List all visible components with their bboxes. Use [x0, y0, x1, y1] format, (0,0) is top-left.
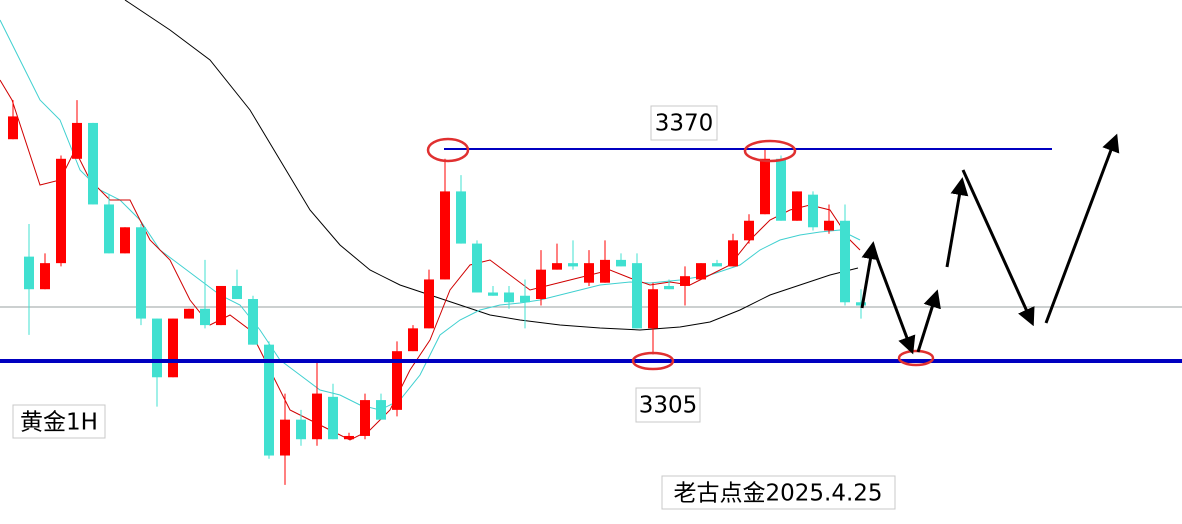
candle-body [24, 256, 34, 290]
candle-body [472, 243, 482, 293]
candle-body [776, 158, 786, 221]
candle-body [136, 227, 146, 319]
candle-body [40, 263, 50, 290]
candle-body [408, 328, 418, 352]
ellipse [743, 139, 797, 163]
arrow [872, 249, 916, 355]
candle-body [424, 279, 434, 329]
candle-body [312, 393, 322, 440]
level-label: 3370 [655, 111, 714, 137]
arrow [860, 241, 880, 309]
candle-body [504, 292, 514, 303]
candle-body [360, 400, 370, 436]
candle-body [344, 435, 354, 440]
candles [8, 100, 866, 485]
candle-body [760, 158, 770, 215]
label-box [650, 105, 718, 141]
candle-body [648, 289, 658, 329]
candle-body [520, 295, 530, 303]
candle-body [584, 263, 594, 283]
candle-body [728, 240, 738, 267]
candle-body [568, 263, 578, 267]
candle-body [72, 122, 82, 159]
candle-body [200, 308, 210, 326]
moving-average [0, 19, 861, 411]
chart-label: 黄金1H [20, 410, 98, 436]
arrow [916, 289, 941, 353]
candle-body [104, 204, 114, 254]
level-label: 3305 [639, 393, 698, 419]
candle-body [488, 292, 498, 296]
candle-body [56, 158, 66, 264]
candle-body [392, 351, 402, 410]
highlights [426, 137, 935, 371]
candle-body [856, 302, 866, 306]
levels [0, 148, 1182, 363]
candle-body [440, 191, 450, 280]
arrow [961, 169, 1035, 327]
candle-body [824, 220, 834, 231]
candle-body [216, 285, 226, 326]
candle-body [88, 122, 98, 205]
candle-body [664, 285, 674, 290]
ellipse [631, 351, 675, 371]
arrow [945, 177, 969, 268]
candle-body [744, 220, 754, 241]
forecast-arrows [860, 133, 1120, 355]
candle-body [696, 263, 706, 280]
candle-body [600, 259, 610, 283]
candle-body [616, 259, 626, 267]
candle-body [120, 227, 130, 254]
candle-body [296, 419, 306, 440]
candle-body [680, 276, 690, 286]
candle-body [168, 318, 178, 378]
candle-body [232, 285, 242, 300]
candle-body [792, 191, 802, 221]
label-box [635, 387, 701, 423]
candle-body [376, 400, 386, 420]
candle-body [840, 220, 850, 303]
candle-body [264, 344, 274, 456]
candle-body [8, 116, 18, 140]
ellipse [426, 137, 470, 163]
moving-average [0, 79, 861, 441]
label-box [12, 404, 106, 439]
label-box [661, 475, 896, 510]
candle-body [808, 194, 818, 228]
watermark: 老古点金2025.4.25 [673, 481, 882, 507]
arrow [1044, 133, 1120, 324]
moving-average [124, 0, 859, 331]
candle-body [184, 308, 194, 319]
candle-body [280, 419, 290, 456]
candle-body [712, 263, 722, 267]
candle-body [632, 263, 642, 329]
candle-body [536, 269, 546, 300]
candle-body [328, 396, 338, 440]
candle-body [456, 191, 466, 244]
candle-body [152, 318, 162, 378]
candle-body [552, 263, 562, 270]
ellipse [897, 349, 935, 367]
candle-body [248, 299, 258, 345]
